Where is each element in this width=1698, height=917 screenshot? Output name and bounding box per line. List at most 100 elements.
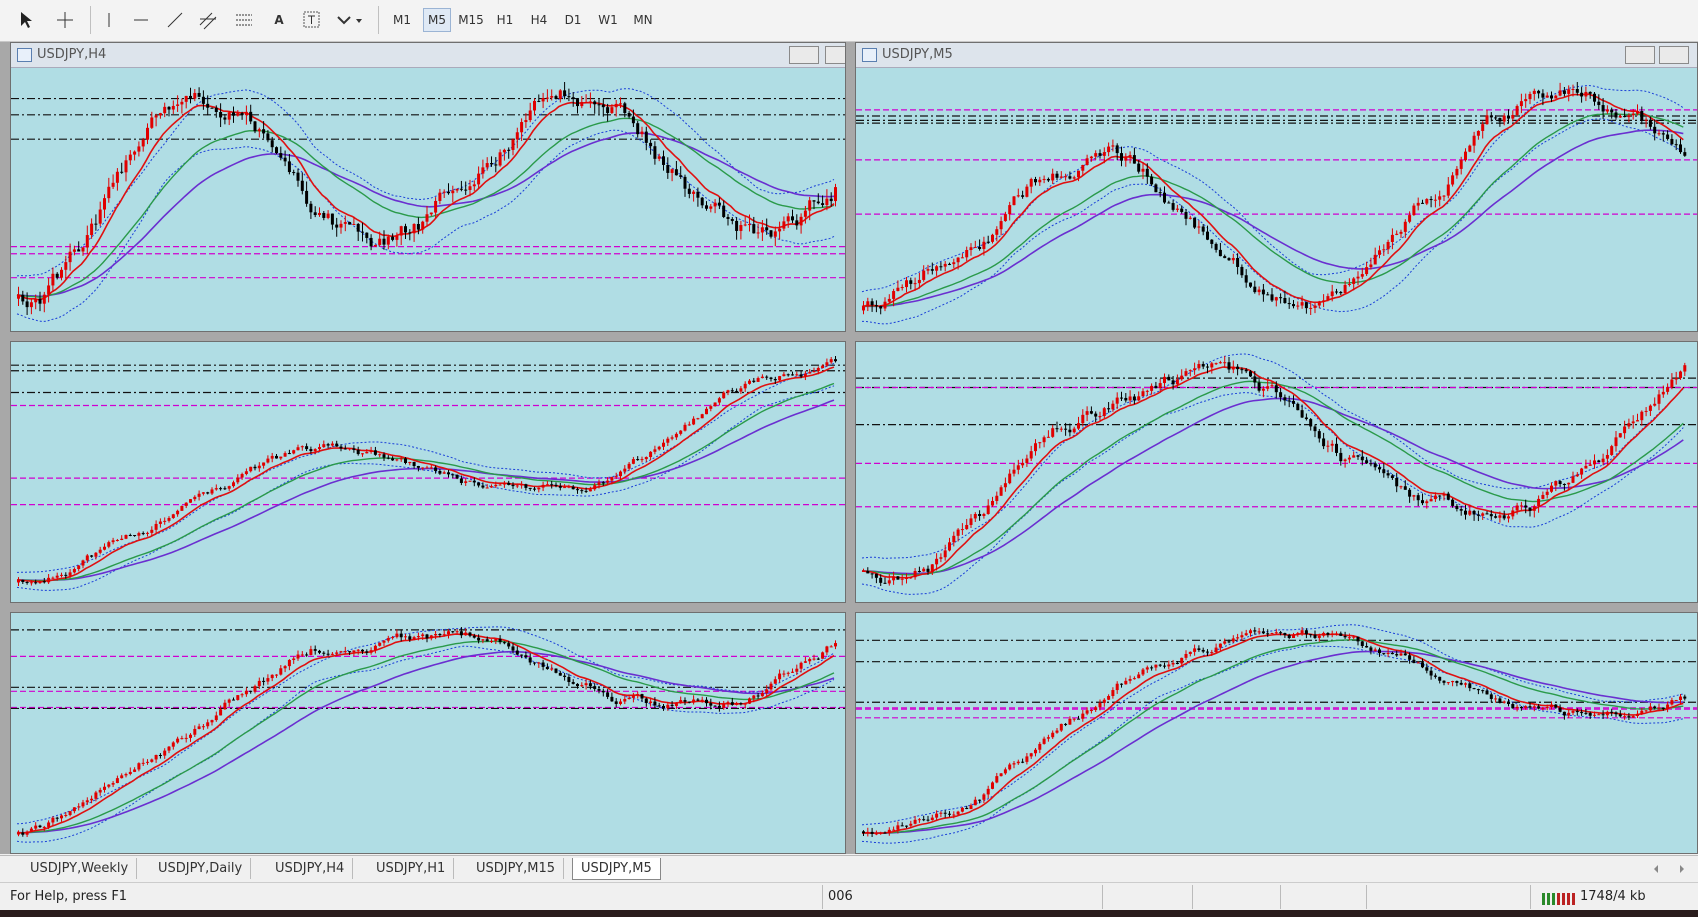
candle-body bbox=[1012, 196, 1016, 206]
chart-window[interactable] bbox=[10, 612, 846, 854]
fibo-tool[interactable] bbox=[234, 11, 256, 31]
restore-button[interactable] bbox=[1659, 46, 1689, 64]
timeframe-button[interactable]: W1 bbox=[598, 13, 618, 27]
candle-body bbox=[1528, 706, 1532, 708]
candle-body bbox=[1089, 411, 1093, 414]
candle-body bbox=[829, 359, 833, 363]
timeframe-button[interactable]: M1 bbox=[393, 13, 411, 27]
candle-body bbox=[223, 117, 227, 120]
chart-window[interactable]: USDJPY,H4 bbox=[10, 42, 846, 332]
candle-body bbox=[1683, 696, 1687, 699]
candle-body bbox=[1575, 710, 1579, 713]
candle-body bbox=[1571, 88, 1575, 90]
candle-body bbox=[1231, 257, 1235, 261]
candle-body bbox=[1274, 297, 1278, 301]
candle-body bbox=[197, 726, 201, 729]
chart-tab[interactable]: USDJPY,H1 bbox=[368, 858, 455, 879]
candle-body bbox=[459, 188, 463, 190]
tab-scroll[interactable] bbox=[1650, 862, 1690, 876]
minimize-button[interactable] bbox=[1625, 46, 1655, 64]
band-upper bbox=[16, 626, 835, 825]
chart-window[interactable] bbox=[855, 341, 1698, 603]
candle-body bbox=[1421, 202, 1424, 204]
timeframe-button[interactable]: M15 bbox=[458, 13, 484, 27]
chart-tab[interactable]: USDJPY,H4 bbox=[267, 858, 354, 879]
candle-body bbox=[1369, 647, 1373, 651]
text-tool[interactable]: A bbox=[274, 13, 284, 27]
candle-body bbox=[1038, 179, 1042, 183]
candle-body bbox=[1003, 769, 1007, 774]
label-tool[interactable] bbox=[302, 10, 322, 30]
candle-body bbox=[739, 225, 743, 231]
candle-body bbox=[1008, 473, 1012, 484]
candle-body bbox=[1124, 680, 1128, 685]
candle-body bbox=[1562, 711, 1566, 716]
timeframe-button[interactable]: MN bbox=[633, 13, 653, 27]
timeframe-button[interactable]: D1 bbox=[564, 13, 582, 27]
candle-body bbox=[956, 257, 960, 263]
candle-body bbox=[1313, 305, 1317, 308]
candle-body bbox=[1674, 700, 1678, 702]
hline-tool[interactable] bbox=[132, 11, 150, 29]
candle-body bbox=[1459, 682, 1463, 685]
restore-button[interactable] bbox=[825, 46, 845, 64]
chart-window[interactable] bbox=[855, 612, 1698, 854]
candle-body bbox=[791, 671, 794, 673]
candle-body bbox=[382, 238, 386, 245]
candle-body bbox=[103, 546, 106, 550]
candle-body bbox=[1046, 436, 1050, 438]
candle-body bbox=[1253, 286, 1257, 293]
candle-body bbox=[1537, 90, 1541, 94]
candle-body bbox=[649, 142, 653, 147]
timeframe-button[interactable]: H1 bbox=[496, 13, 514, 27]
candle-body bbox=[1605, 454, 1609, 459]
cursor-tool[interactable] bbox=[18, 11, 34, 29]
candle-body bbox=[1274, 385, 1278, 393]
vline-tool[interactable] bbox=[100, 11, 118, 29]
candle-body bbox=[1137, 163, 1141, 172]
candle-body bbox=[438, 192, 442, 201]
candle-body bbox=[90, 223, 94, 236]
candle-body bbox=[913, 819, 917, 824]
channel-tool[interactable] bbox=[198, 11, 220, 31]
ma-mid bbox=[16, 382, 835, 582]
crosshair-tool[interactable] bbox=[56, 11, 74, 29]
candle-body bbox=[619, 103, 622, 105]
candle-body bbox=[1412, 205, 1416, 216]
candle-body bbox=[477, 173, 481, 185]
trendline-tool[interactable] bbox=[166, 11, 184, 29]
candle-body bbox=[270, 140, 274, 148]
candle-body bbox=[171, 105, 175, 110]
candle-body bbox=[713, 402, 717, 407]
candle-body bbox=[481, 639, 485, 641]
candle-body bbox=[1623, 426, 1627, 434]
chart-window[interactable] bbox=[10, 341, 846, 603]
candle-body bbox=[778, 376, 782, 381]
arrows-tool[interactable] bbox=[336, 11, 366, 29]
candle-body bbox=[34, 582, 38, 584]
candle-body bbox=[1025, 186, 1029, 197]
chart-tab[interactable]: USDJPY,Weekly bbox=[22, 858, 138, 879]
candle-body bbox=[356, 449, 360, 455]
candle-body bbox=[98, 789, 102, 793]
candle-body bbox=[1283, 397, 1287, 401]
candle-body bbox=[318, 212, 321, 216]
chart-tab[interactable]: USDJPY,M5 bbox=[572, 858, 661, 880]
candle-body bbox=[287, 659, 291, 667]
minimize-button[interactable] bbox=[789, 46, 819, 64]
candle-body bbox=[1300, 630, 1304, 634]
candle-body bbox=[395, 459, 399, 461]
candle-body bbox=[330, 653, 334, 655]
candle-body bbox=[64, 574, 68, 576]
timeframe-button[interactable]: H4 bbox=[530, 13, 548, 27]
candle-body bbox=[1270, 633, 1274, 635]
chart-window[interactable]: USDJPY,M5 bbox=[855, 42, 1698, 332]
candle-body bbox=[803, 373, 807, 377]
candle-body bbox=[232, 482, 235, 487]
candle-body bbox=[511, 646, 515, 651]
timeframe-button[interactable]: M5 bbox=[423, 8, 451, 32]
chart-tab[interactable]: USDJPY,M15 bbox=[468, 858, 564, 879]
chart-tab[interactable]: USDJPY,Daily bbox=[150, 858, 252, 879]
candle-body bbox=[244, 111, 248, 116]
candle-body bbox=[42, 581, 46, 583]
